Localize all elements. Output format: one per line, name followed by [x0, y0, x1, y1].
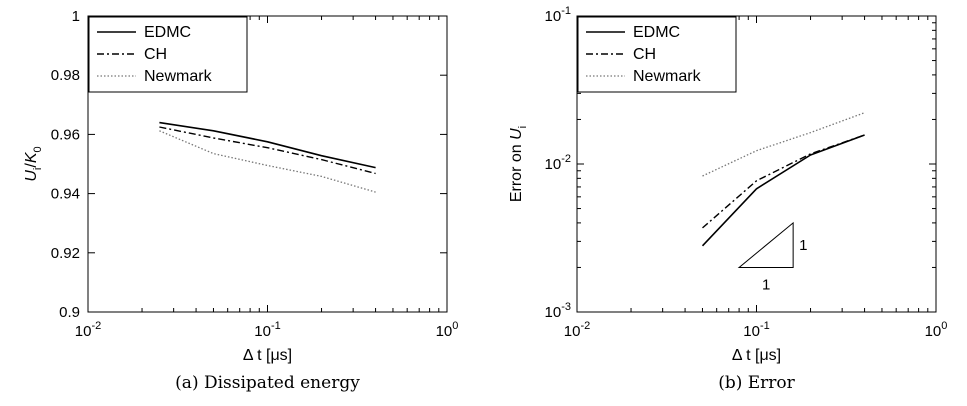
y-tick-label: 0.9: [59, 304, 80, 321]
series-line-newmark: [159, 130, 376, 193]
legend-label-ch: CH: [144, 46, 167, 63]
panel-dissipated-energy: 10-2 10-1 100 0.9 0.92 0.94 0.96 0.98 1 Δ t [μs] U…: [23, 8, 458, 393]
legend-label-newmark: Newmark: [144, 68, 213, 85]
x-tick-label: 10-1: [254, 320, 280, 340]
x-axis-label: Δ t [μs]: [732, 347, 781, 364]
legend: EDMC CH Newmark: [577, 16, 737, 93]
y-tick-label: 1: [72, 8, 80, 25]
panel-caption: (b) Error: [718, 373, 795, 393]
y-axis-label: Error on Ui: [508, 126, 529, 202]
y-tick-label: 10-2: [545, 153, 571, 173]
y-tick-label: 0.96: [51, 126, 80, 143]
y-tick-label: 0.92: [51, 245, 80, 262]
y-tick-label: 0.98: [51, 67, 80, 84]
x-tick-label: 100: [436, 320, 459, 340]
legend-label-edmc: EDMC: [144, 24, 191, 41]
legend: EDMC CH Newmark: [88, 16, 248, 93]
x-axis-label: Δ t [μs]: [243, 347, 292, 364]
x-tick-label: 10-2: [564, 320, 590, 340]
y-axis-label: Ui/K0: [23, 146, 44, 181]
slope-triangle: [737, 221, 794, 268]
series-line-edmc: [159, 121, 376, 169]
slope-rise-label: 1: [799, 237, 807, 254]
legend-label-newmark: Newmark: [633, 68, 702, 85]
series-line-edmc: [701, 134, 865, 247]
y-tick-label: 0.94: [51, 186, 80, 203]
series-line-ch: [702, 134, 865, 229]
series-line-newmark: [702, 112, 865, 177]
y-tick-label: 10-3: [545, 301, 571, 321]
legend-label-edmc: EDMC: [633, 24, 680, 41]
series-line-ch: [159, 126, 376, 175]
x-tick-label: 10-2: [75, 320, 101, 340]
y-tick-label: 10-1: [545, 5, 571, 25]
x-tick-label: 100: [925, 320, 948, 340]
x-tick-label: 10-1: [743, 320, 769, 340]
slope-run-label: 1: [762, 276, 770, 293]
legend-label-ch: CH: [633, 46, 656, 63]
panel-caption: (a) Dissipated energy: [175, 373, 360, 393]
